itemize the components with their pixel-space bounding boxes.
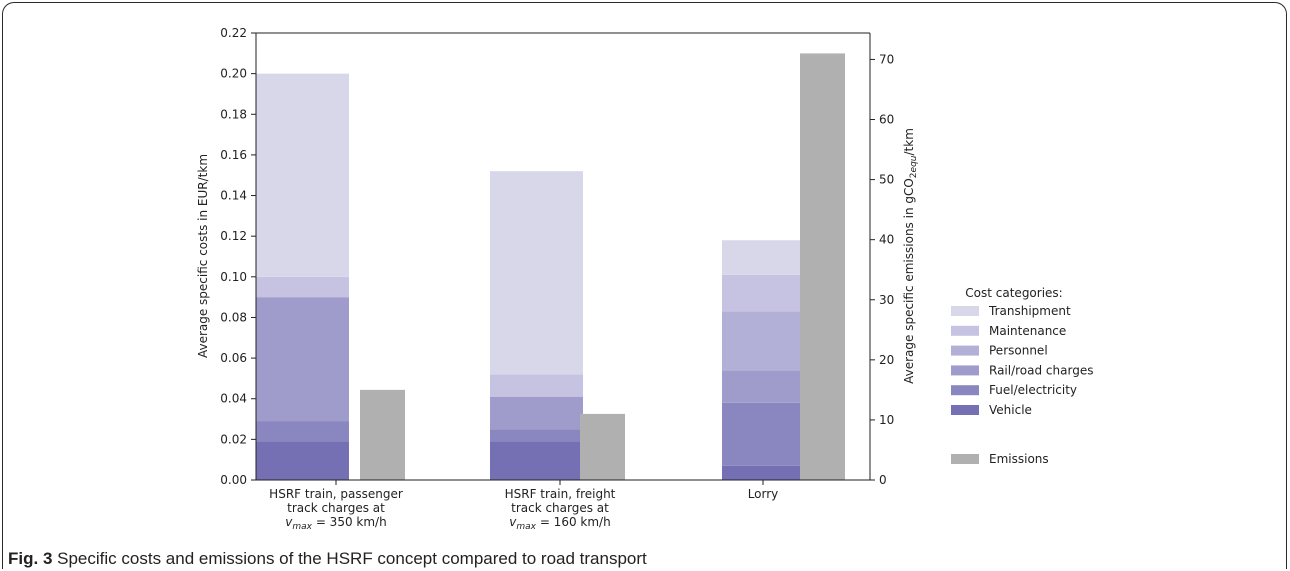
right-tick-label: 40	[879, 233, 894, 247]
legend-label: Vehicle	[989, 403, 1032, 417]
bar-fuel-electricity-0	[256, 421, 349, 442]
bar-emissions-1	[580, 413, 625, 480]
left-axis-label: Average specific costs in EUR/tkm	[196, 154, 210, 358]
chart: 0.00 0.02 0.04 0.06 0.08 0.10 0.12 0.14 0.16 0.18…	[196, 26, 1093, 532]
legend-swatch	[951, 405, 979, 415]
right-tick-label: 50	[879, 173, 894, 187]
left-tick-label: 0.10	[220, 270, 247, 284]
bar-vehicle-1	[490, 441, 583, 480]
figure-caption: Fig. 3 Specific costs and emissions of t…	[8, 549, 647, 569]
bar-maintenance-2	[722, 274, 815, 312]
legend-swatch	[951, 306, 979, 316]
right-tick-label: 10	[879, 413, 894, 427]
left-tick-label: 0.00	[220, 473, 247, 487]
x-tick-label-line: Lorry	[748, 487, 779, 501]
bar-vehicle-2	[722, 465, 815, 480]
left-tick-label: 0.12	[220, 229, 247, 243]
legend-title: Cost categories:	[965, 286, 1062, 300]
bar-personnel-2	[722, 311, 815, 371]
caption-text: Specific costs and emissions of the HSRF…	[57, 549, 647, 568]
right-axis-label: Average specific emissions in gCO2equ/tk…	[902, 128, 919, 384]
x-tick-label-line: vmax = 350 km/h	[285, 515, 386, 532]
legend-swatch-emissions	[951, 454, 979, 464]
bar-vehicle-0	[256, 441, 349, 480]
x-tick-label-line: track charges at	[511, 501, 609, 515]
right-tick-label: 70	[879, 52, 894, 66]
legend-label: Personnel	[989, 344, 1048, 358]
figure-label: Fig. 3	[8, 549, 53, 568]
legend-label: Rail/road charges	[989, 363, 1093, 377]
left-tick-label: 0.16	[220, 148, 247, 162]
bar-rail-road-charges-1	[490, 396, 583, 430]
x-tick-label-line: HSRF train, passenger	[269, 487, 403, 501]
left-tick-label: 0.20	[220, 67, 247, 81]
legend-label: Maintenance	[989, 324, 1066, 338]
legend-swatch	[951, 385, 979, 396]
bar-transhipment-0	[256, 73, 349, 277]
legend-swatch	[951, 345, 979, 356]
x-tick-label-line: track charges at	[287, 501, 385, 515]
legend-swatch	[951, 365, 979, 376]
left-tick-label: 0.04	[220, 392, 247, 406]
bar-rail-road-charges-0	[256, 297, 349, 422]
left-tick-label: 0.08	[220, 310, 247, 324]
left-tick-label: 0.14	[220, 189, 247, 203]
bar-rail-road-charges-2	[722, 370, 815, 403]
right-tick-label: 20	[879, 353, 894, 367]
right-tick-label: 0	[879, 473, 887, 487]
left-tick-label: 0.02	[220, 432, 247, 446]
bar-transhipment-1	[490, 171, 583, 375]
bar-transhipment-2	[722, 240, 815, 275]
right-tick-label: 30	[879, 293, 894, 307]
bar-emissions-0	[360, 389, 405, 480]
left-tick-label: 0.06	[220, 351, 247, 365]
bar-fuel-electricity-1	[490, 429, 583, 442]
legend-label: Fuel/electricity	[989, 383, 1077, 397]
bar-emissions-2	[800, 53, 845, 480]
legend-label: Transhipment	[988, 304, 1071, 318]
legend-label-emissions: Emissions	[989, 452, 1049, 466]
bar-maintenance-0	[256, 276, 349, 298]
left-tick-label: 0.22	[220, 26, 247, 40]
bar-fuel-electricity-2	[722, 402, 815, 466]
x-tick-label-line: HSRF train, freight	[505, 487, 616, 501]
right-tick-label: 60	[879, 113, 894, 127]
left-tick-label: 0.18	[220, 107, 247, 121]
legend-swatch	[951, 325, 979, 336]
x-tick-label-line: vmax = 160 km/h	[509, 515, 610, 532]
bar-maintenance-1	[490, 374, 583, 397]
